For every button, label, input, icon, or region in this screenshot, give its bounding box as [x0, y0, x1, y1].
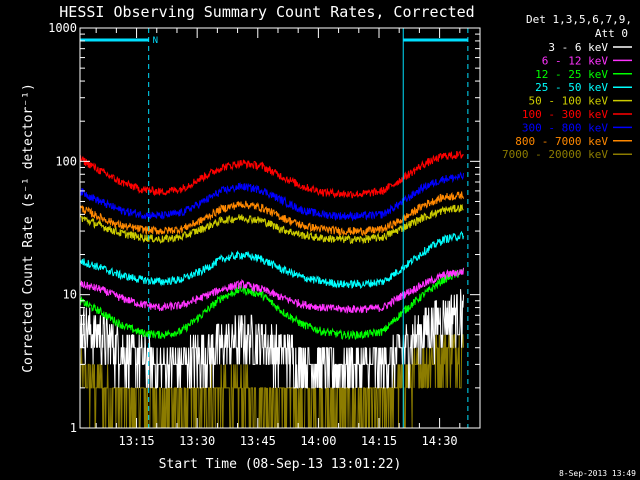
series-layer — [79, 150, 464, 429]
x-tick-label: 13:15 — [119, 434, 155, 448]
legend-entry-label: 3 - 6 keV — [548, 41, 608, 54]
x-tick-label: 14:30 — [422, 434, 458, 448]
timestamp-stamp: 8-Sep-2013 13:49 — [559, 469, 636, 478]
saa-marker: N — [153, 36, 158, 46]
legend-entry-label: 25 - 50 keV — [535, 81, 608, 94]
series-line-0 — [79, 289, 464, 389]
x-tick-label: 13:45 — [240, 434, 276, 448]
plot-frame — [79, 27, 481, 429]
x-tick-label: 14:00 — [300, 434, 336, 448]
chart-title: HESSI Observing Summary Count Rates, Cor… — [59, 3, 474, 21]
series-line-7 — [79, 191, 464, 237]
series-line-8 — [79, 334, 464, 429]
y-tick-label: 100 — [55, 154, 77, 168]
legend-entry-label: 300 - 800 keV — [522, 121, 608, 134]
series-line-4 — [79, 204, 464, 245]
legend-entry-label: 12 - 25 keV — [535, 68, 608, 81]
legend-entry-label: 800 - 7000 keV — [515, 135, 608, 148]
legend-entry-label: 100 - 300 keV — [522, 108, 608, 121]
legend-entry-label: 6 - 12 keV — [542, 54, 609, 67]
series-line-5 — [79, 150, 464, 199]
legend-entry-label: 50 - 100 keV — [529, 95, 609, 108]
x-tick-label: 13:30 — [179, 434, 215, 448]
series-line-2 — [79, 268, 464, 341]
series-line-3 — [79, 230, 464, 290]
x-tick-label: 14:15 — [361, 434, 397, 448]
series-line-1 — [79, 267, 464, 315]
y-tick-label: 1000 — [48, 21, 77, 35]
y-tick-label: 1 — [70, 421, 77, 435]
y-axis-label: Corrected Count Rate (s⁻¹ detector⁻¹) — [21, 83, 36, 373]
x-axis-label: Start Time (08-Sep-13 13:01:22) — [159, 457, 402, 472]
axes: 1 10 100 1000 13:15 13:30 13:45 14:00 14:15 14:30 — [48, 21, 480, 448]
legend-title-line2: Att 0 — [595, 27, 628, 40]
y-tick-label: 10 — [63, 288, 77, 302]
legend-title-line1: Det 1,3,5,6,7,9, — [526, 13, 632, 26]
legend-entry-label: 7000 - 20000 keV — [502, 148, 608, 161]
series-line-6 — [79, 171, 464, 222]
